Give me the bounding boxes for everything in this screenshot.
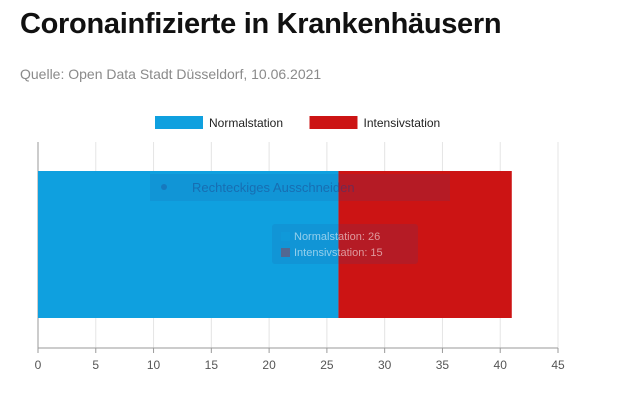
tooltip-line-intensivstation: Intensivstation: 15 (294, 247, 383, 259)
tooltip-swatch-intensivstation (281, 248, 290, 257)
tooltip-background (272, 224, 418, 264)
chart-title: Coronainfizierte in Krankenhäusern (20, 8, 502, 40)
bars (38, 171, 512, 318)
legend-label-intensivstation: Intensivstation (364, 116, 441, 130)
x-tick-label: 25 (320, 358, 334, 372)
bar-normalstation[interactable] (38, 171, 339, 318)
bar-intensivstation[interactable] (338, 171, 512, 318)
x-tick-label: 45 (551, 358, 565, 372)
snipping-menu-background (150, 174, 450, 201)
x-axis: 0 5 10 15 20 25 30 35 40 45 (35, 347, 565, 372)
x-tick-label: 35 (436, 358, 450, 372)
legend-swatch-normalstation (155, 116, 203, 129)
tooltip-swatch-normalstation (281, 232, 290, 241)
legend: Normalstation Intensivstation (155, 116, 440, 130)
legend-label-normalstation: Normalstation (209, 116, 283, 130)
x-tick-label: 30 (378, 358, 392, 372)
chart-source: Quelle: Open Data Stadt Düsseldorf, 10.0… (20, 66, 322, 82)
snipping-radio-icon (161, 184, 167, 190)
legend-item-normalstation[interactable]: Normalstation (155, 116, 283, 130)
snipping-menu-overlay[interactable]: Rechteckiges Ausschneiden (150, 174, 450, 201)
legend-swatch-intensivstation (309, 116, 358, 129)
x-tick-label: 10 (147, 358, 161, 372)
bar-tooltip: Normalstation: 26 Intensivstation: 15 (272, 224, 418, 264)
x-tick-label: 15 (205, 358, 219, 372)
tooltip-line-normalstation: Normalstation: 26 (294, 231, 380, 243)
x-tick-label: 40 (494, 358, 508, 372)
x-tick-label: 5 (92, 358, 99, 372)
x-tick-label: 0 (35, 358, 42, 372)
snipping-menu-label[interactable]: Rechteckiges Ausschneiden (192, 180, 355, 195)
legend-item-intensivstation[interactable]: Intensivstation (309, 116, 441, 130)
x-tick-label: 20 (262, 358, 276, 372)
